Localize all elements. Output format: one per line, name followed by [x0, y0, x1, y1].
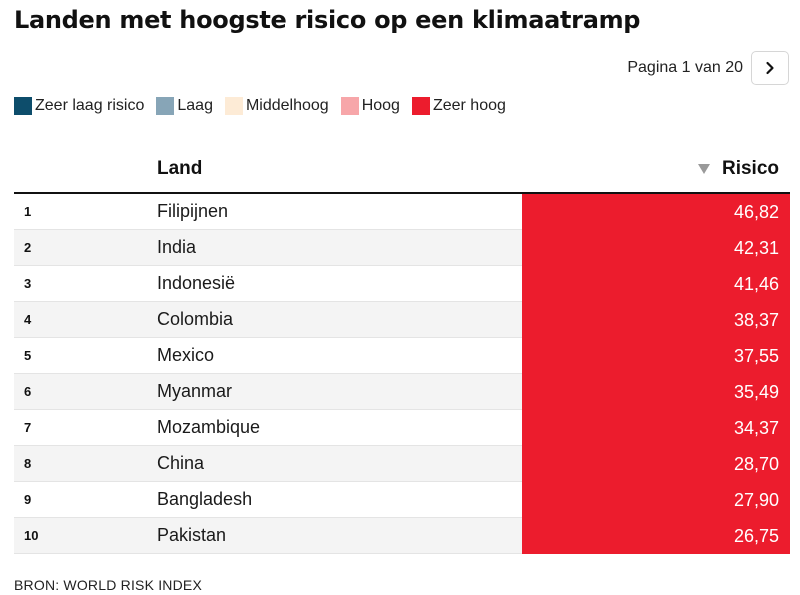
table-row: 4 Colombia 38,37 [14, 302, 790, 338]
legend-item: Zeer hoog [411, 97, 506, 115]
legend: Zeer laag risico Laag Middelhoog Hoog Zeer h… [14, 97, 506, 115]
row-rank: 7 [24, 420, 32, 435]
legend-swatch [340, 97, 359, 115]
row-risk-value: 35,49 [522, 374, 790, 410]
row-risk-value: 42,31 [522, 230, 790, 266]
table-header: Land Risico [14, 148, 790, 194]
page-title: Landen met hoogste risico op een klimaat… [14, 6, 641, 34]
legend-item: Hoog [340, 97, 400, 115]
table-row: 5 Mexico 37,55 [14, 338, 790, 374]
row-rank: 10 [24, 528, 39, 543]
row-country: Indonesië [157, 273, 236, 293]
row-rank: 1 [24, 204, 32, 219]
row-risk-value: 27,90 [522, 482, 790, 518]
row-country: Myanmar [157, 381, 233, 401]
pagination: Pagina 1 van 20 [627, 51, 789, 85]
row-risk-value: 38,37 [522, 302, 790, 338]
row-rank: 5 [24, 348, 32, 363]
row-country: Mozambique [157, 417, 261, 437]
column-header-risico-label: Risico [721, 158, 779, 179]
row-country: Bangladesh [157, 489, 253, 509]
column-header-land[interactable]: Land [157, 158, 203, 179]
row-country: Pakistan [157, 525, 227, 545]
row-rank: 8 [24, 456, 32, 471]
page-indicator: Pagina 1 van 20 [627, 59, 743, 76]
row-rank: 3 [24, 276, 32, 291]
legend-swatch [14, 97, 32, 115]
row-rank: 9 [24, 492, 32, 507]
legend-label: Middelhoog [245, 97, 329, 114]
table-body: 1 Filipijnen 46,82 2 India 42,31 3 Indonesië 41,… [14, 194, 790, 554]
chevron-right-icon [766, 61, 774, 75]
row-country: Mexico [157, 345, 215, 365]
legend-item: Middelhoog [224, 97, 329, 115]
row-risk-value: 37,55 [522, 338, 790, 374]
row-country: China [157, 453, 205, 473]
table-row: 7 Mozambique 34,37 [14, 410, 790, 446]
column-header-risico[interactable]: Risico [697, 158, 779, 180]
table-row: 10 Pakistan 26,75 [14, 518, 790, 554]
row-risk-value: 34,37 [522, 410, 790, 446]
row-rank: 6 [24, 384, 32, 399]
next-page-button[interactable] [751, 51, 789, 85]
sort-descending-icon [697, 164, 710, 174]
table-row: 3 Indonesië 41,46 [14, 266, 790, 302]
legend-swatch [224, 97, 243, 115]
risk-table: Land Risico 1 Filipijnen 46,82 2 India 42,31 3… [14, 148, 790, 554]
row-country: India [157, 237, 197, 257]
table-row: 8 China 28,70 [14, 446, 790, 482]
table-row: 1 Filipijnen 46,82 [14, 194, 790, 230]
row-rank: 4 [24, 312, 32, 327]
table-row: 9 Bangladesh 27,90 [14, 482, 790, 518]
legend-item: Laag [156, 97, 213, 115]
legend-item: Zeer laag risico [14, 97, 144, 115]
row-risk-value: 41,46 [522, 266, 790, 302]
legend-swatch [156, 97, 175, 115]
row-rank: 2 [24, 240, 32, 255]
row-country: Filipijnen [157, 201, 229, 221]
row-country: Colombia [157, 309, 234, 329]
row-risk-value: 28,70 [522, 446, 790, 482]
table-row: 2 India 42,31 [14, 230, 790, 266]
legend-label: Laag [177, 97, 213, 114]
legend-label: Hoog [361, 97, 400, 114]
legend-label: Zeer laag risico [35, 97, 145, 114]
row-risk-value: 46,82 [522, 194, 790, 230]
table-row: 6 Myanmar 35,49 [14, 374, 790, 410]
source-note: BRON: WORLD RISK INDEX [14, 577, 202, 593]
legend-label: Zeer hoog [432, 97, 506, 114]
row-risk-value: 26,75 [522, 518, 790, 554]
legend-swatch [411, 97, 430, 115]
